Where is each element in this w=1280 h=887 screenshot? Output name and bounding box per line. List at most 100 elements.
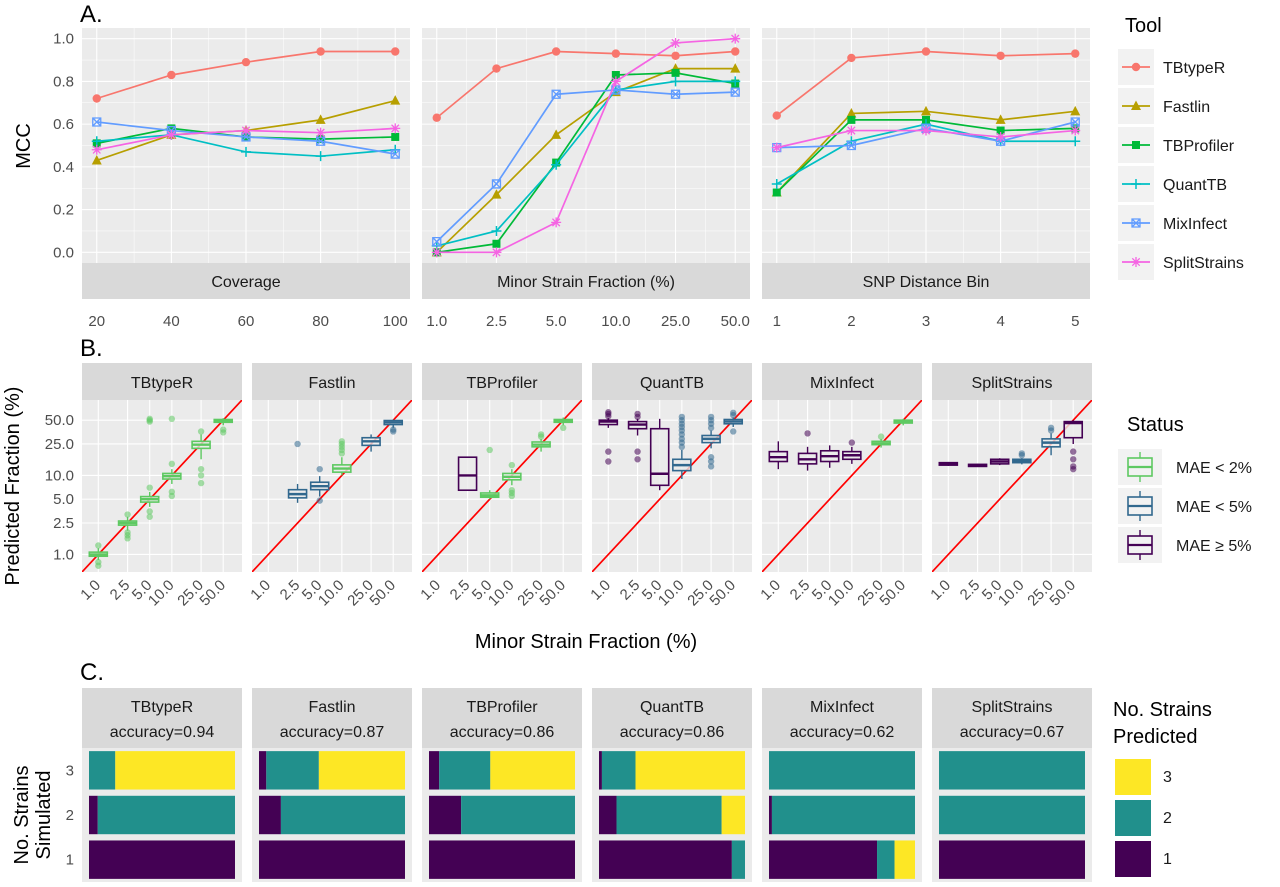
outlier-point xyxy=(1070,463,1077,470)
bar-segment-3 xyxy=(894,840,915,879)
data-point xyxy=(491,247,502,258)
outlier-point xyxy=(316,497,323,504)
data-point xyxy=(91,154,102,165)
strip-label: Minor Strain Fraction (%) xyxy=(497,274,675,291)
series-mixinfect xyxy=(432,85,740,247)
panel-b-predicted-fraction-boxplots: Predicted Fraction (%) Minor Strain Fract… xyxy=(2,363,1092,653)
mcc-tick-label: 1.0 xyxy=(53,31,74,48)
identity-line xyxy=(762,400,922,572)
x-tick-label: 2 xyxy=(847,313,855,330)
data-point xyxy=(391,47,400,56)
strip-background xyxy=(932,688,1092,748)
legend-item-tbtyper: TBtypeR xyxy=(1118,49,1225,85)
box-50 xyxy=(213,418,234,436)
box-2-5 xyxy=(287,440,308,503)
data-point xyxy=(847,115,856,124)
series-splitstrains xyxy=(771,125,1081,153)
x-tick-label: 50.0 xyxy=(876,577,909,610)
outlier-point xyxy=(678,413,686,421)
facet-fastlin: Fastlin accuracy=0.87 xyxy=(252,688,412,882)
strip-label-tool: MixInfect xyxy=(810,699,875,716)
predicted-fraction-tick-label: 1.0 xyxy=(53,546,74,563)
legend-label: TBProfiler xyxy=(1163,138,1235,155)
outlier-point xyxy=(707,413,715,421)
data-point xyxy=(491,179,502,189)
series-line xyxy=(436,37,736,254)
data-point xyxy=(315,151,326,162)
bar-segment-1 xyxy=(259,795,281,835)
x-tick-label: 10.0 xyxy=(485,577,518,610)
box-1 xyxy=(598,409,619,465)
x-tick-label: 10.0 xyxy=(601,313,630,330)
facet-coverage: Coverage 20 40 60 80 100 xyxy=(82,28,410,330)
bar-segment-3 xyxy=(635,751,745,790)
outlier-point xyxy=(294,440,301,448)
data-point xyxy=(432,236,442,247)
legend-item-mae-5: MAE ≥ 5% xyxy=(1118,527,1251,563)
panel-letter-a: A. xyxy=(80,1,103,28)
legend-key-marker xyxy=(1132,141,1140,149)
data-point xyxy=(730,33,741,44)
bar-segment-2 xyxy=(97,795,235,835)
outlier-point xyxy=(730,409,737,416)
box-2-5 xyxy=(627,410,648,463)
outlier-point xyxy=(220,426,227,433)
minor-strain-fraction-axis-title: Minor Strain Fraction (%) xyxy=(475,631,697,653)
data-point xyxy=(611,71,620,79)
x-tick-label: 1.0 xyxy=(757,577,784,604)
strip-background xyxy=(422,263,750,299)
outlier-point xyxy=(678,435,686,443)
box-50 xyxy=(383,419,404,435)
box-1 xyxy=(88,542,109,569)
data-point xyxy=(551,129,562,139)
box-5 xyxy=(819,445,840,468)
outlier-point xyxy=(1070,448,1077,455)
data-point xyxy=(847,53,856,63)
bar-segment-2 xyxy=(280,795,405,835)
data-point xyxy=(730,76,741,87)
strip-background xyxy=(422,688,582,748)
bar-segment-3 xyxy=(115,751,235,790)
bar-segment-1 xyxy=(599,840,732,879)
box-50 xyxy=(893,418,914,426)
strip-label-tool: Fastlin xyxy=(308,699,355,716)
predicted-fraction-tick-label: 10.0 xyxy=(45,467,74,484)
mcc-tick-label: 0.6 xyxy=(53,116,74,133)
outlier-point xyxy=(537,431,545,438)
outlier-point xyxy=(848,439,856,446)
data-point xyxy=(492,64,501,73)
outlier-point xyxy=(168,488,176,496)
mcc-tick-label: 0.0 xyxy=(53,244,74,261)
x-tick-label: 25.0 xyxy=(661,313,690,330)
outlier-point xyxy=(508,461,516,469)
panel-a-mcc-line-charts: MCC 0.0 0.2 0.4 0.6 0.8 1.0 Coverage 20 40 60 80 100… xyxy=(13,28,1090,330)
bar-segment-2 xyxy=(461,795,575,835)
x-tick-label: 4 xyxy=(996,313,1004,330)
strip-label-accuracy: accuracy=0.67 xyxy=(960,724,1065,741)
bar-segment-2 xyxy=(771,795,915,835)
predicted-fraction-tick-label: 2.5 xyxy=(53,515,74,532)
box-10 xyxy=(332,438,352,476)
legend-strains-title-line1: No. Strains xyxy=(1113,699,1212,721)
box-25 xyxy=(361,434,381,452)
legend-label: 3 xyxy=(1163,769,1172,786)
strip-label-tool: TBtypeR xyxy=(131,699,193,716)
x-tick-label: 1.0 xyxy=(927,577,954,604)
strip-background xyxy=(82,263,410,299)
data-point xyxy=(671,51,680,60)
outlier-point xyxy=(197,479,205,487)
identity-line xyxy=(252,400,412,572)
strip-label: MixInfect xyxy=(810,375,875,392)
series-tbtyper xyxy=(772,47,1080,120)
data-point xyxy=(167,124,176,133)
data-point xyxy=(846,107,857,118)
box-5 xyxy=(479,446,500,500)
data-point xyxy=(316,135,325,144)
strip-background xyxy=(762,688,922,748)
outlier-point xyxy=(124,511,131,518)
legend-label: MAE < 5% xyxy=(1176,499,1252,516)
legend-tool-title: Tool xyxy=(1125,15,1162,37)
strip-label-accuracy: accuracy=0.94 xyxy=(110,724,215,741)
identity-line xyxy=(422,400,582,572)
outlier-point xyxy=(877,433,885,440)
